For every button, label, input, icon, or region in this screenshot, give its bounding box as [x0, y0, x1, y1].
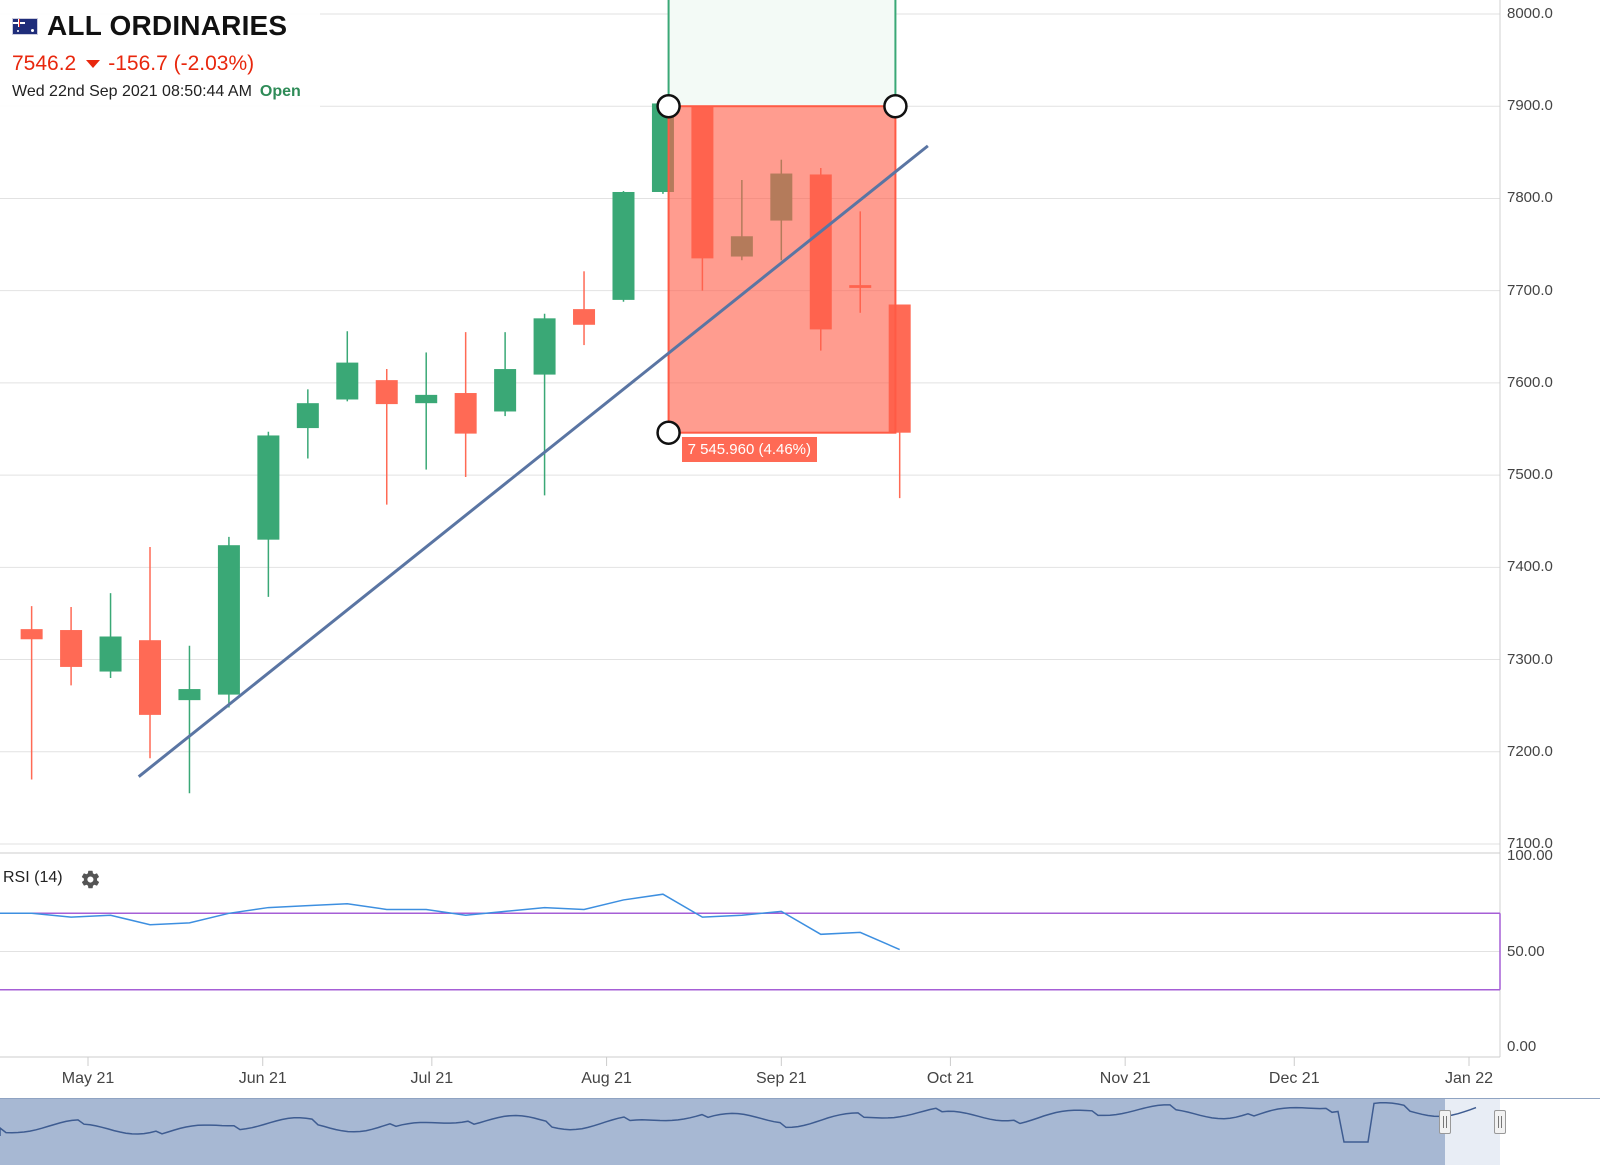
axes — [87, 1057, 1470, 1066]
rsi-axis-label: 50.00 — [1507, 942, 1545, 960]
rsi-axis-label: 100.00 — [1507, 847, 1553, 864]
candle-down — [454, 393, 477, 434]
title-row: ALL ORDINARIES — [12, 10, 287, 42]
price-axis-label: 7500.0 — [1507, 466, 1553, 484]
drag-handle[interactable] — [656, 93, 681, 119]
candle-down — [375, 380, 398, 405]
trade-box[interactable] — [667, 0, 897, 107]
price-axis-label: 7900.0 — [1507, 97, 1553, 115]
navigator-right-handle[interactable] — [1494, 1110, 1506, 1134]
price-change: -156.7 (-2.03%) — [108, 52, 255, 75]
drag-handle[interactable] — [656, 420, 681, 445]
price-chart[interactable] — [0, 0, 1600, 1098]
australia-flag-icon — [12, 17, 38, 35]
stop-zone — [667, 105, 897, 434]
candle-up — [415, 394, 438, 404]
rsi-line — [0, 893, 900, 951]
time-axis-label: Nov 21 — [1099, 1070, 1151, 1087]
time-axis-label: Jan 22 — [1444, 1070, 1494, 1087]
candle-up — [296, 403, 319, 429]
candle-down — [139, 640, 162, 715]
price-axis-label: 8000.0 — [1507, 5, 1553, 22]
navigator[interactable] — [0, 1098, 1600, 1165]
gear-icon[interactable] — [80, 869, 101, 890]
navigator-line — [0, 1101, 1477, 1143]
candle-up — [217, 545, 240, 695]
trade-overlay[interactable] — [667, 105, 897, 434]
drag-handle[interactable] — [883, 93, 908, 119]
navigator-window — [1445, 1098, 1500, 1165]
navigator-selection — [0, 1098, 1445, 1165]
trade-stop-label: 7 545.960 (4.46%) — [681, 436, 817, 462]
candle-down — [60, 630, 83, 667]
price-axis-label: 7400.0 — [1507, 558, 1553, 576]
time-axis-label: Jun 21 — [238, 1070, 287, 1087]
time-axis-label: Aug 21 — [581, 1070, 632, 1087]
candle-up — [612, 191, 635, 300]
candle-up — [178, 689, 201, 701]
last-price: 7546.2 — [12, 52, 77, 75]
trendline[interactable] — [137, 144, 929, 778]
triangle-down-icon — [86, 60, 101, 68]
market-status: Open — [259, 83, 301, 100]
time-axis-label: Oct 21 — [926, 1070, 974, 1087]
price-row: 7546.2 -156.7 (-2.03%) — [12, 52, 254, 76]
target-zone — [668, 0, 896, 107]
navigator-series — [0, 1098, 1600, 1165]
time-axis-label: Sep 21 — [755, 1070, 807, 1087]
candle-down — [573, 309, 596, 325]
chart-header: ALL ORDINARIES 7546.2 -156.7 (-2.03%) We… — [0, 0, 320, 110]
time-axis-label: Dec 21 — [1268, 1070, 1320, 1087]
trade-handles[interactable] — [656, 93, 908, 445]
candle-up — [257, 435, 280, 540]
price-axis-label: 7100.0 — [1507, 835, 1553, 852]
candle-down — [20, 629, 43, 640]
timestamp: Wed 22nd Sep 2021 08:50:44 AM — [12, 83, 252, 100]
price-axis-label: 7700.0 — [1507, 281, 1553, 299]
rsi-axis-label: 0.00 — [1507, 1038, 1537, 1055]
candle-up — [494, 369, 517, 412]
time-axis-label: May 21 — [61, 1070, 115, 1087]
trendline-segment — [137, 144, 929, 778]
price-axis-label: 7600.0 — [1507, 373, 1553, 391]
candle-up — [99, 636, 122, 672]
time-axis-label: Jul 21 — [410, 1070, 454, 1087]
price-axis-label: 7800.0 — [1507, 189, 1553, 207]
rsi-label: RSI (14) — [3, 869, 63, 886]
instrument-title: ALL ORDINARIES — [47, 10, 288, 41]
candle-up — [533, 318, 556, 375]
price-axis-label: 7300.0 — [1507, 650, 1553, 668]
candle-up — [336, 362, 359, 400]
navigator-left-handle[interactable] — [1439, 1110, 1451, 1134]
timestamp-row: Wed 22nd Sep 2021 08:50:44 AM Open — [12, 83, 301, 101]
rsi-chart — [0, 893, 1501, 991]
price-axis-label: 7200.0 — [1507, 742, 1553, 760]
